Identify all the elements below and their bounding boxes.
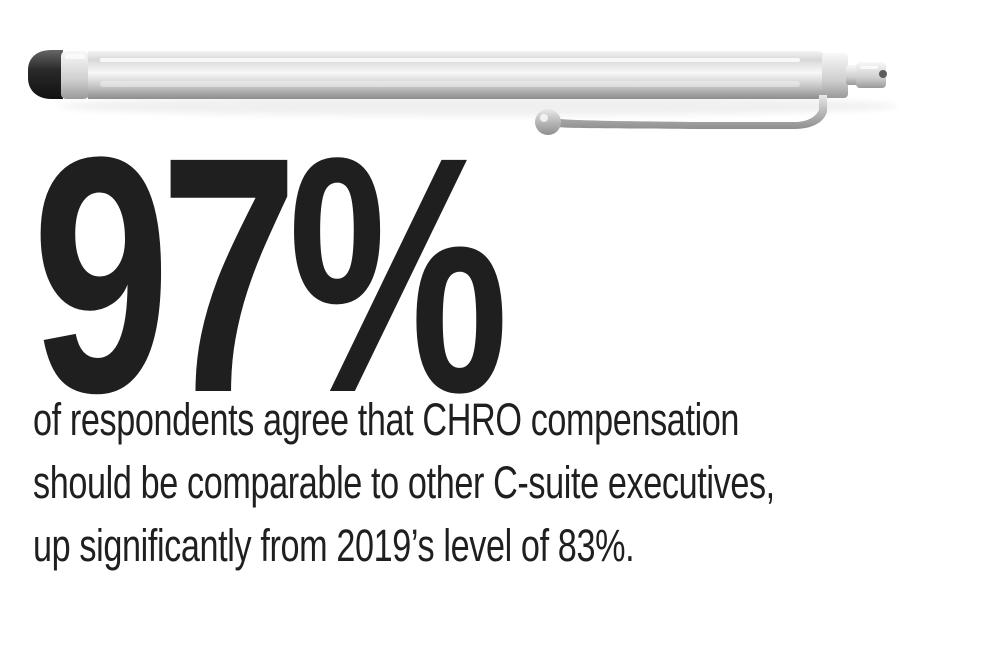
headline-percentage: 97% (32, 88, 509, 463)
description-text: of respondents agree that CHRO compensat… (33, 388, 963, 577)
description-line-2: should be comparable to other C-suite ex… (33, 457, 775, 508)
description-line-3: up significantly from 2019’s level of 83… (33, 520, 635, 571)
description-line-1: of respondents agree that CHRO compensat… (33, 394, 740, 445)
stylus-pen-icon (18, 38, 918, 168)
